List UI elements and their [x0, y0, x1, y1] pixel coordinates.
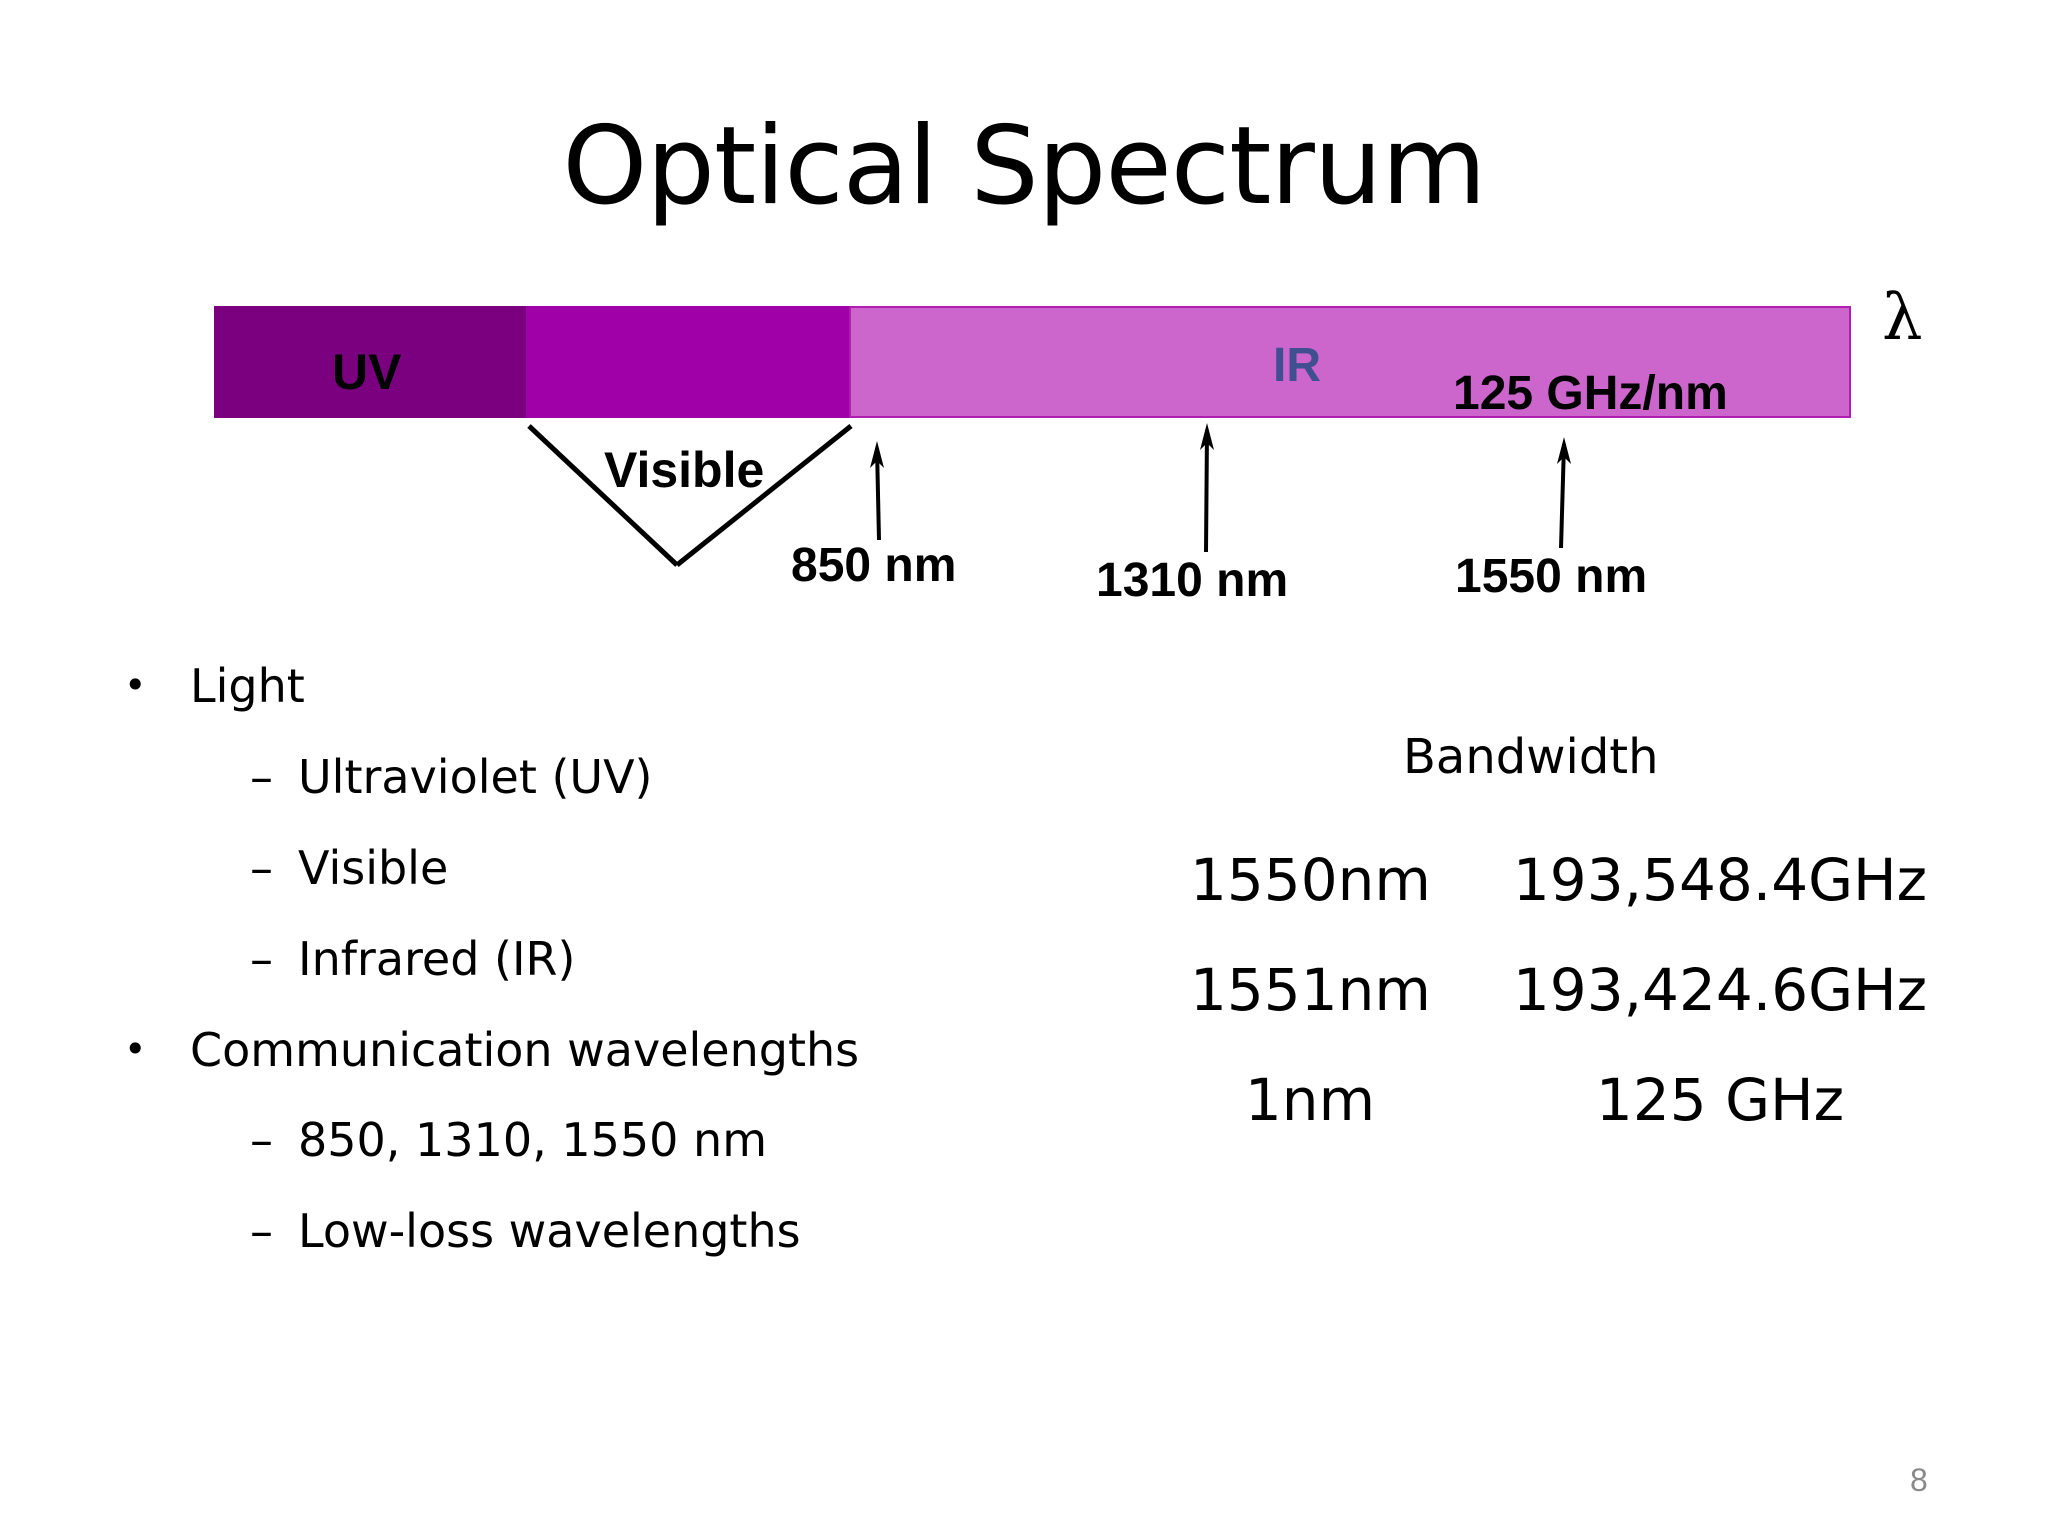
arrow-1310	[1200, 423, 1214, 553]
sub-item-ir: Infrared (IR)	[298, 932, 576, 986]
sub-item-visible: Visible	[298, 841, 449, 895]
sub-item-low-loss: Low-loss wavelengths	[298, 1204, 801, 1258]
sub-dash: –	[250, 841, 273, 895]
bandwidth-frequency-cell: 193,548.4GHz	[1512, 846, 1928, 914]
visible-bracket	[527, 424, 853, 567]
bandwidth-wavelength-cell: 1551nm	[1190, 956, 1431, 1024]
bullet-light: Light	[190, 659, 305, 713]
uv-band	[214, 306, 526, 418]
arrow-1550	[1557, 437, 1571, 549]
ir-label: IR	[1273, 339, 1321, 392]
page-number: 8	[1910, 1462, 1928, 1498]
bandwidth-frequency-cell: 193,424.6GHz	[1512, 956, 1928, 1024]
lambda-symbol: λ	[1882, 281, 1923, 355]
bandwidth-wavelength-cell: 1nm	[1244, 1066, 1376, 1134]
sub-item-uv: Ultraviolet (UV)	[298, 750, 653, 804]
sub-item-wavelengths: 850, 1310, 1550 nm	[298, 1113, 768, 1167]
arrow-850	[870, 441, 884, 541]
marker-850-label: 850 nm	[791, 539, 957, 592]
uv-label: UV	[332, 344, 402, 400]
bullet-marker: •	[124, 1027, 147, 1071]
visible-label: Visible	[604, 442, 765, 498]
ir-band	[849, 306, 1851, 418]
slide-title: Optical Spectrum	[562, 104, 1486, 229]
spectrum-annotations	[527, 423, 1571, 567]
sub-dash: –	[250, 1204, 273, 1258]
bullet-marker: •	[124, 663, 147, 707]
visible-band	[526, 306, 849, 418]
marker-1550-label: 1550 nm	[1455, 550, 1648, 603]
sub-dash: –	[250, 932, 273, 986]
bandwidth-frequency-cell: 125 GHz	[1595, 1066, 1845, 1134]
sub-dash: –	[250, 1113, 273, 1167]
bandwidth-heading: Bandwidth	[1403, 729, 1659, 785]
bullet-communication: Communication wavelengths	[190, 1023, 860, 1077]
sub-dash: –	[250, 750, 273, 804]
bandwidth-wavelength-cell: 1550nm	[1190, 846, 1431, 914]
ghz-per-nm-label: 125 GHz/nm	[1453, 367, 1728, 420]
marker-1310-label: 1310 nm	[1096, 554, 1289, 607]
